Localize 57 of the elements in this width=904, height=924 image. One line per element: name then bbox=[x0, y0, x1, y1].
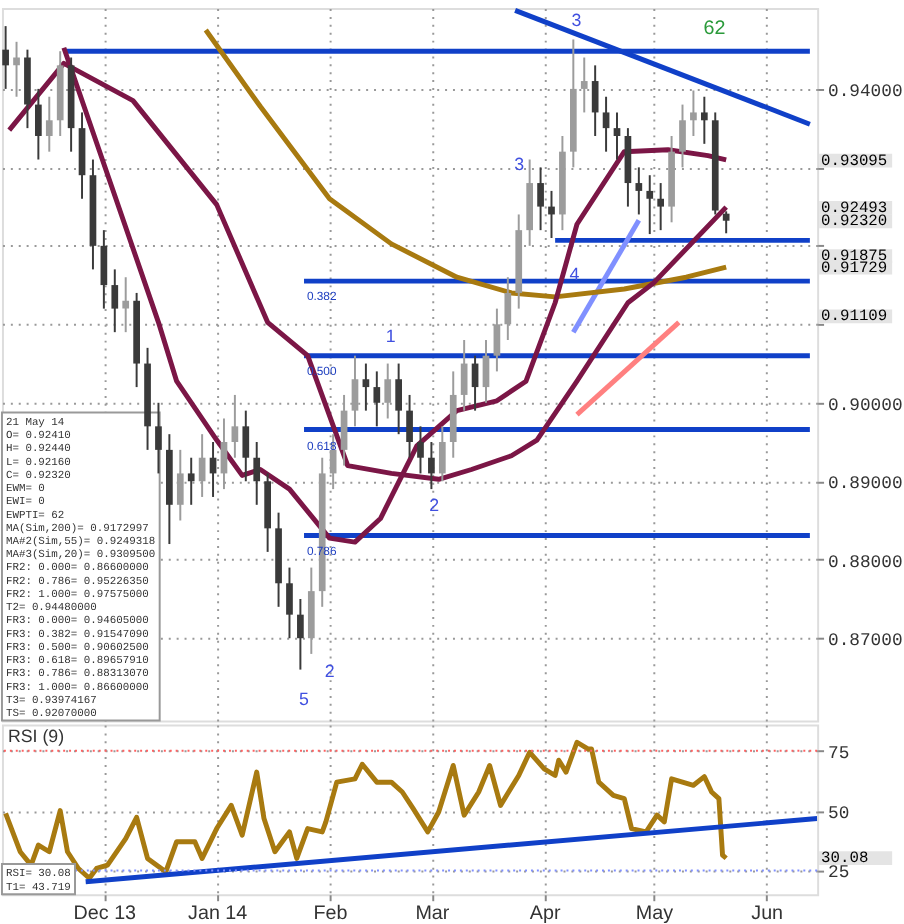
candlestick bbox=[111, 268, 119, 334]
candlestick bbox=[155, 401, 162, 475]
text: 0.93095 bbox=[821, 152, 888, 171]
candlestick bbox=[253, 441, 261, 506]
candlestick bbox=[24, 48, 31, 130]
candlestick bbox=[242, 409, 250, 483]
candlestick bbox=[428, 441, 435, 491]
text: 0.91729 bbox=[821, 259, 888, 278]
chart-title: RSI (9) bbox=[7, 726, 65, 747]
x-tick-label: Mar bbox=[415, 902, 451, 924]
y-tick-label: 0.90000 bbox=[828, 395, 903, 416]
text: 0.91109 bbox=[821, 308, 888, 327]
candlestick bbox=[722, 210, 730, 235]
y-tick-label: 25 bbox=[828, 863, 850, 884]
candlestick bbox=[406, 393, 413, 459]
x-tick-label: Dec 13 bbox=[73, 902, 138, 924]
candlestick bbox=[417, 425, 424, 475]
x-tick-label: Jun bbox=[751, 902, 784, 924]
y-tick-label: 0.87000 bbox=[828, 631, 903, 652]
candlestick bbox=[362, 362, 370, 412]
candlestick bbox=[2, 25, 9, 90]
y-tick-label: 50 bbox=[828, 803, 850, 824]
candlestick bbox=[35, 87, 42, 161]
candlestick bbox=[187, 456, 195, 506]
annotation: 5 bbox=[299, 688, 310, 709]
y-tick-label: 0.88000 bbox=[828, 552, 903, 573]
candlestick bbox=[657, 182, 665, 232]
annotation: 3 bbox=[514, 153, 525, 174]
candlestick bbox=[45, 95, 53, 153]
annotation: 2 bbox=[324, 661, 335, 682]
candlestick bbox=[286, 566, 293, 640]
candlestick bbox=[297, 597, 304, 671]
annotation: 62 bbox=[703, 17, 726, 40]
candlestick bbox=[646, 174, 654, 236]
x-tick-label: Apr bbox=[529, 902, 562, 924]
annotation: 2 bbox=[429, 495, 440, 516]
x-tick-label: Feb bbox=[313, 902, 349, 924]
text: 0.92493 bbox=[821, 199, 888, 218]
candlestick bbox=[373, 370, 381, 428]
annotation: 3 bbox=[571, 9, 582, 30]
candlestick bbox=[438, 425, 446, 483]
candlestick bbox=[395, 362, 402, 436]
text: 0.92320 bbox=[821, 213, 888, 232]
x-tick-label: Jan 14 bbox=[188, 902, 249, 924]
candlestick bbox=[591, 64, 599, 137]
candlestick bbox=[700, 95, 708, 145]
y-tick-label: 0.89000 bbox=[828, 474, 903, 495]
annotation: 1 bbox=[385, 325, 396, 346]
candlestick bbox=[548, 189, 555, 239]
candlestick bbox=[602, 95, 610, 153]
candlestick bbox=[613, 111, 621, 161]
y-tick-label: 75 bbox=[828, 743, 850, 764]
y-tick-label: 0.94000 bbox=[828, 81, 903, 102]
x-tick-label: May bbox=[635, 902, 674, 924]
candlestick bbox=[635, 166, 643, 216]
candlestick bbox=[264, 472, 271, 553]
candlestick bbox=[537, 166, 544, 232]
